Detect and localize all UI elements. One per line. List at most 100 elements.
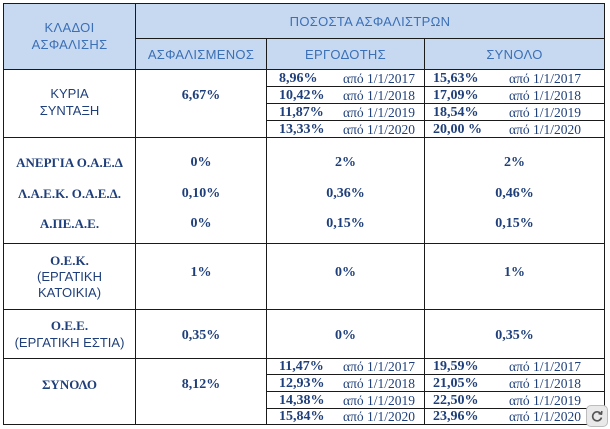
oek-total: 1%: [504, 265, 525, 280]
laek-insured: 0,10%: [181, 186, 221, 201]
main-pension-total-date: από 1/1/2017: [509, 71, 582, 86]
main-pension-employer-subrow: 8,96% από 1/1/2017: [267, 70, 424, 87]
row-oee-employer: 0%: [266, 309, 425, 359]
oee-label-line1: Ο.Ε.Ε.: [50, 318, 89, 333]
grand-total-employer-subrow: 14,38% από 1/1/2019: [267, 392, 424, 409]
grand-total-total-date: από 1/1/2020: [509, 409, 582, 424]
main-pension-employer-date: από 1/1/2019: [343, 105, 416, 120]
oek-employer: 0%: [335, 265, 356, 280]
main-pension-total-date: από 1/1/2018: [509, 88, 582, 103]
row-oaed-insured: 0% 0,10% 0%: [135, 137, 267, 244]
row-grand-total-insured: 8,12%: [135, 358, 267, 425]
row-oee-label: Ο.Ε.Ε. (ΕΡΓΑΤΙΚΗ ΕΣΤΙΑ): [3, 309, 136, 359]
grand-total-employer-rate: 14,38%: [279, 393, 325, 408]
grand-total-total-subrow: 23,96% από 1/1/2020: [425, 409, 604, 425]
oek-label-line1: Ο.Ε.Κ.: [50, 253, 89, 268]
row-oek-total: 1%: [424, 243, 605, 310]
grand-total-total-subrow: 22,50% από 1/1/2019: [425, 392, 604, 409]
main-pension-employer-date: από 1/1/2017: [343, 71, 416, 86]
grand-total-label: ΣΥΝΟΛΟ: [41, 377, 98, 392]
main-pension-employer-rate: 13,33%: [279, 122, 325, 137]
grand-total-employer-subrow: 15,84% από 1/1/2020: [267, 409, 424, 425]
main-pension-total-date: από 1/1/2019: [509, 105, 582, 120]
grand-total-total-subrow: 19,59% από 1/1/2017: [425, 359, 604, 375]
unemployment-insured: 0%: [190, 155, 212, 170]
main-pension-employer-date: από 1/1/2018: [343, 88, 416, 103]
main-pension-total-subrow: 17,09% από 1/1/2018: [425, 87, 604, 104]
row-oaed-employer: 2% 0,36% 0,15%: [266, 137, 425, 244]
header-total-text: ΣΥΝΟΛΟ: [486, 47, 543, 62]
laek-employer: 0,36%: [326, 186, 365, 201]
grand-total-total-rate: 22,50%: [433, 393, 479, 408]
grand-total-employer-date: από 1/1/2019: [343, 393, 416, 408]
main-pension-total-rate: 15,63%: [433, 71, 479, 86]
grand-total-insured: 8,12%: [181, 377, 221, 392]
grand-total-employer-rate: 11,47%: [279, 359, 324, 374]
main-pension-employer-date: από 1/1/2020: [343, 122, 416, 137]
main-pension-employer-rate: 10,42%: [279, 88, 325, 103]
main-pension-employer-subrow: 11,87% από 1/1/2019: [267, 104, 424, 121]
apeae-employer: 0,15%: [326, 216, 365, 231]
grand-total-employer-subrow: 12,93% από 1/1/2018: [267, 375, 424, 392]
apeae-label: Α.ΠΕ.Α.Ε.: [39, 216, 100, 231]
oek-insured: 1%: [190, 265, 212, 280]
row-oaed-labels: ΑΝΕΡΓΙΑ Ο.Α.Ε.Δ Λ.Α.Ε.Κ. Ο.Α.Ε.Δ. Α.ΠΕ.Α…: [3, 137, 136, 244]
grand-total-total-rate: 19,59%: [433, 359, 479, 374]
main-pension-employer-rate: 8,96%: [279, 71, 318, 86]
laek-total: 0,46%: [495, 186, 534, 201]
contribution-rates-table: ΚΛΑΔΟΙ ΑΣΦΑΛΙΣΗΣ ΠΟΣΟΣΤΑ ΑΣΦΑΛΙΣΤΡΩΝ ΑΣΦ…: [3, 3, 605, 425]
oee-employer: 0%: [335, 328, 356, 343]
apeae-insured: 0%: [190, 216, 212, 231]
grand-total-total-subrow: 21,05% από 1/1/2018: [425, 375, 604, 392]
grand-total-total-rate: 21,05%: [433, 376, 479, 391]
grand-total-employer-date: από 1/1/2017: [343, 359, 416, 374]
header-total: ΣΥΝΟΛΟ: [424, 38, 605, 70]
header-insured-text: ΑΣΦΑΛΙΣΜΕΝΟΣ: [147, 47, 255, 62]
unemployment-employer: 2%: [335, 155, 356, 170]
corner-refresh-button[interactable]: [586, 405, 608, 427]
unemployment-label: ΑΝΕΡΓΙΑ Ο.Α.Ε.Δ: [16, 155, 123, 170]
row-oaed-total: 2% 0,46% 0,15%: [424, 137, 605, 244]
main-pension-label-line2: ΣΥΝΤΑΞΗ: [39, 103, 100, 118]
header-rates-title: ΠΟΣΟΣΤΑ ΑΣΦΑΛΙΣΤΡΩΝ: [135, 3, 605, 39]
row-oek-insured: 1%: [135, 243, 267, 310]
refresh-icon: [591, 410, 603, 422]
header-branches-line1: ΚΛΑΔΟΙ: [44, 20, 95, 35]
main-pension-employer-rate: 11,87%: [279, 105, 324, 120]
oek-label-line2: (ΕΡΓΑΤΙΚΗ: [37, 269, 102, 284]
oee-label-line2: (ΕΡΓΑΤΙΚΗ ΕΣΤΙΑ): [14, 335, 125, 350]
main-pension-label-line1: ΚΥΡΙΑ: [50, 86, 89, 101]
grand-total-total-date: από 1/1/2019: [509, 393, 582, 408]
grand-total-employer-date: από 1/1/2020: [343, 409, 416, 424]
grand-total-total-rate: 23,96%: [433, 409, 479, 424]
main-pension-total-date: από 1/1/2020: [509, 122, 582, 137]
main-pension-total-rate: 18,54%: [433, 105, 479, 120]
header-branches-line2: ΑΣΦΑΛΙΣΗΣ: [31, 37, 108, 52]
oee-insured: 0,35%: [181, 328, 221, 343]
main-pension-total-subrow: 15,63% από 1/1/2017: [425, 70, 604, 87]
row-grand-total-total: 19,59% από 1/1/2017 21,05% από 1/1/2018 …: [424, 358, 605, 425]
main-pension-total-subrow: 20,00 % από 1/1/2020: [425, 121, 604, 138]
grand-total-employer-rate: 15,84%: [279, 409, 325, 424]
row-main-pension-total: 15,63% από 1/1/2017 17,09% από 1/1/2018 …: [424, 69, 605, 138]
row-main-pension-label: ΚΥΡΙΑ ΣΥΝΤΑΞΗ: [3, 69, 136, 138]
row-main-pension-insured: 6,67%: [135, 69, 267, 138]
row-grand-total-label: ΣΥΝΟΛΟ: [3, 358, 136, 425]
main-pension-employer-subrow: 10,42% από 1/1/2018: [267, 87, 424, 104]
main-pension-total-rate: 17,09%: [433, 88, 479, 103]
grand-total-employer-date: από 1/1/2018: [343, 376, 416, 391]
oek-label-line3: ΚΑΤΟΙΚΙΑ): [37, 285, 102, 300]
header-rates-title-text: ΠΟΣΟΣΤΑ ΑΣΦΑΛΙΣΤΡΩΝ: [289, 14, 451, 29]
apeae-total: 0,15%: [495, 216, 534, 231]
header-employer-text: ΕΡΓΟΔΟΤΗΣ: [305, 47, 386, 62]
row-oek-label: Ο.Ε.Κ. (ΕΡΓΑΤΙΚΗ ΚΑΤΟΙΚΙΑ): [3, 243, 136, 310]
row-oee-insured: 0,35%: [135, 309, 267, 359]
oee-total: 0,35%: [495, 328, 534, 343]
grand-total-employer-rate: 12,93%: [279, 376, 325, 391]
main-pension-total-subrow: 18,54% από 1/1/2019: [425, 104, 604, 121]
row-main-pension-employer: 8,96% από 1/1/2017 10,42% από 1/1/2018 1…: [266, 69, 425, 138]
row-grand-total-employer: 11,47% από 1/1/2017 12,93% από 1/1/2018 …: [266, 358, 425, 425]
unemployment-total: 2%: [504, 155, 525, 170]
header-insured: ΑΣΦΑΛΙΣΜΕΝΟΣ: [135, 38, 267, 70]
main-pension-employer-subrow: 13,33% από 1/1/2020: [267, 121, 424, 138]
